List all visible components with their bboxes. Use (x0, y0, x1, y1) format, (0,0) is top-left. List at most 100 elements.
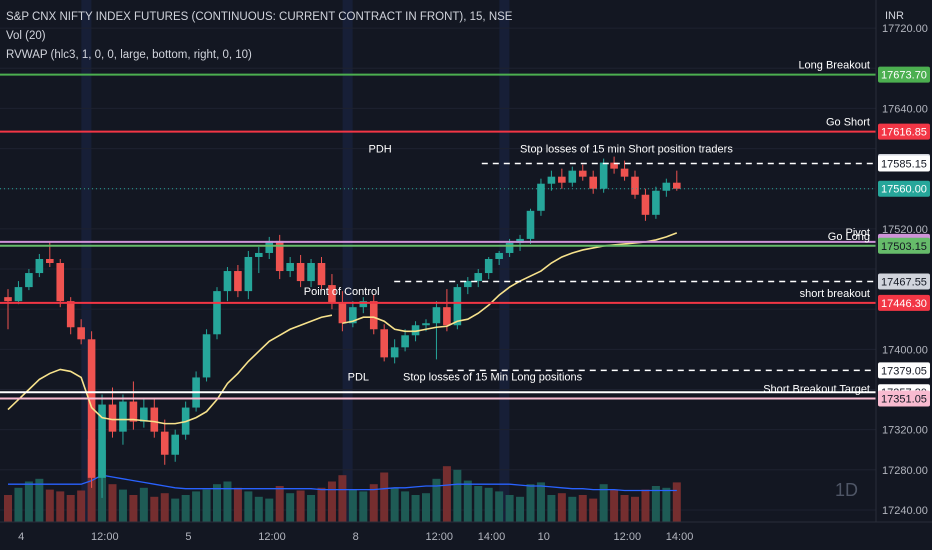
candle (338, 291, 347, 332)
volume-bar (254, 496, 263, 522)
price-level-tag[interactable]: 17467.55 (878, 273, 930, 290)
volume-bar (338, 475, 347, 522)
candle-body (25, 273, 33, 288)
candle-body (359, 301, 368, 308)
volume-bar (4, 495, 12, 522)
price-tick-label: 17520.00 (882, 224, 928, 236)
rvwap-indicator-label[interactable]: RVWAP (hlc3, 1, 0, 0, large, bottom, rig… (6, 49, 252, 61)
candle-body (160, 431, 169, 455)
price-level-tag[interactable]: 17351.05 (878, 390, 930, 407)
volume-indicator-label[interactable]: Vol (20) (6, 30, 46, 42)
candle (380, 324, 388, 362)
candle (432, 301, 441, 360)
candle (160, 419, 169, 465)
candle (568, 166, 577, 187)
price-level-tag-bg (878, 180, 930, 197)
candle (558, 168, 566, 189)
volume-bar (327, 481, 336, 522)
volume-bar (192, 491, 201, 522)
price-tick-label: 17240.00 (882, 505, 928, 517)
candle (547, 170, 556, 191)
volume-bar (129, 495, 138, 522)
candle-body (422, 323, 430, 326)
price-level-tag-text: 17467.55 (881, 277, 927, 289)
candle (495, 250, 503, 266)
candle-body (589, 176, 597, 189)
candle-body (495, 252, 503, 259)
candle (349, 301, 357, 328)
volume-bar (432, 478, 441, 522)
price-level-tag[interactable]: 17379.05 (878, 362, 930, 379)
volume-bar (401, 491, 410, 522)
price-level-tag[interactable]: 17673.70 (878, 66, 930, 83)
volume-bar (265, 498, 274, 522)
volume-bar (359, 491, 368, 522)
candle (662, 178, 671, 197)
candle-body (213, 291, 221, 335)
candle (589, 170, 597, 194)
candle (244, 250, 253, 300)
price-tick-label: 17320.00 (882, 425, 928, 437)
price-level-tag-text: 17585.15 (881, 158, 927, 170)
candle (140, 399, 148, 428)
candle-body (484, 258, 493, 274)
volume-bar (641, 489, 650, 522)
volume-bar (213, 484, 221, 522)
volume-bar (66, 495, 75, 522)
candle-body (150, 407, 159, 432)
candle-body (599, 162, 608, 189)
volume-bar (463, 480, 472, 522)
symbol-title[interactable]: S&P CNX NIFTY INDEX FUTURES (CONTINUOUS:… (6, 11, 513, 23)
timeframe-watermark: 1D (835, 480, 858, 500)
candle-body (265, 240, 274, 253)
price-level-tag[interactable]: 17585.15 (878, 155, 930, 172)
volume-bar (202, 489, 211, 522)
time-tick-label: 8 (353, 531, 359, 543)
volume-bar (108, 484, 117, 522)
volume-bar (453, 469, 462, 522)
price-level-tag-text: 17351.05 (881, 393, 927, 405)
candle-body (558, 176, 566, 183)
candle-body (202, 334, 211, 378)
volume-bar (589, 498, 598, 522)
candle-body (547, 176, 556, 184)
currency-label: INR (885, 10, 904, 22)
candle (296, 254, 305, 288)
candle (35, 253, 44, 278)
session-bands (81, 0, 510, 522)
candle-body (411, 325, 420, 336)
candle (108, 387, 117, 438)
volume-bar (568, 496, 577, 522)
candle-body (568, 170, 577, 183)
volume-bar (662, 487, 671, 522)
volume-bar (672, 482, 681, 522)
candle (223, 267, 232, 302)
time-axis-bg (0, 522, 932, 550)
volume-bar (233, 487, 242, 522)
volume-bar (56, 491, 65, 522)
candle (641, 188, 650, 221)
candle (14, 281, 23, 305)
volume-bar (547, 495, 556, 522)
volume-bar (631, 496, 639, 522)
candle-body (14, 287, 23, 302)
candle-body (338, 303, 347, 324)
price-level-tag[interactable]: 17616.85 (878, 123, 930, 140)
price-level-tag[interactable]: 17503.15 (878, 237, 930, 254)
price-level-tag[interactable]: 17446.30 (878, 294, 930, 311)
volume-bar (150, 496, 159, 522)
candle-body (516, 238, 524, 243)
time-axis: 4 12:00 5 12:00 8 12:00 14:00 10 12:00 14:00 (0, 521, 932, 550)
candle-body (108, 404, 117, 432)
volume-bar (599, 484, 608, 522)
volume-bar (516, 496, 525, 522)
candle-body (244, 256, 253, 292)
candle (652, 186, 660, 219)
candle (610, 156, 618, 174)
candles (4, 156, 681, 498)
rvwap-segment (342, 232, 678, 333)
price-level-tag[interactable]: 17560.00 (878, 180, 930, 197)
volume-bar (244, 491, 253, 522)
candle (286, 256, 294, 278)
